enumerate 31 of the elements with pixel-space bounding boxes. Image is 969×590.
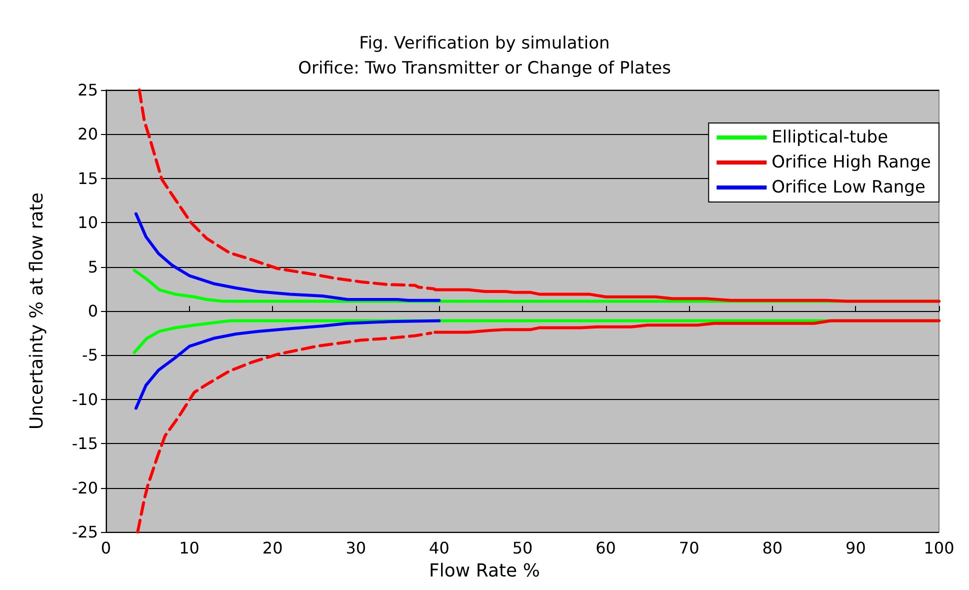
y-axis-title: Uncertainty % at flow rate	[26, 192, 48, 430]
legend-label: Orifice Low Range	[772, 178, 926, 198]
chart-subtitle: Orifice: Two Transmitter or Change of Plates	[298, 58, 672, 78]
y-tick-label: 20	[78, 124, 98, 144]
x-tick-label: 10	[179, 538, 200, 558]
legend-label: Elliptical-tube	[772, 128, 888, 148]
x-tick-label: 40	[429, 538, 450, 558]
x-axis-title: Flow Rate %	[429, 560, 540, 582]
y-tick-label: -5	[82, 346, 98, 365]
y-tick-label: -10	[72, 390, 98, 409]
x-tick-label: 70	[678, 538, 700, 558]
y-tick-label: -15	[72, 434, 98, 454]
y-tick-label: 0	[88, 302, 98, 320]
x-tick-label: 90	[846, 538, 866, 558]
y-tick-label: 25	[78, 80, 98, 100]
x-tick-label: 100	[924, 538, 954, 558]
line-series	[134, 212, 441, 302]
y-tick-label: 10	[78, 213, 98, 232]
chart-title: Fig. Verification by simulation	[359, 34, 610, 54]
x-tick-label: 80	[762, 538, 783, 558]
x-tick-label: 20	[262, 538, 283, 558]
x-tick-label: 60	[596, 538, 616, 558]
y-tick-label: 5	[88, 257, 98, 276]
legend-label: Orifice High Range	[772, 152, 932, 172]
y-tick-label: -25	[72, 522, 98, 542]
x-tick-label: 0	[100, 538, 112, 558]
y-tick-label: -20	[72, 478, 98, 498]
x-tick-label: 30	[346, 538, 366, 558]
y-tick-label: 15	[78, 168, 98, 188]
x-tick-label: 50	[512, 538, 533, 558]
line-series	[134, 319, 441, 410]
